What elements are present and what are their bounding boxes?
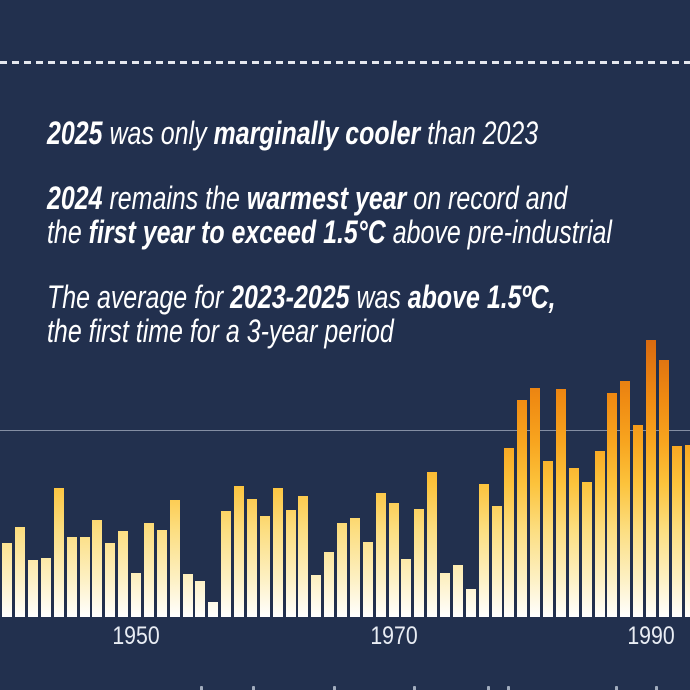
bar-1981 — [530, 388, 541, 617]
bar-1946 — [79, 537, 90, 617]
bar-1968 — [362, 542, 373, 617]
caption-glyph-tip — [252, 686, 255, 690]
bar-1963 — [298, 496, 309, 617]
bar-1957 — [221, 511, 232, 617]
bar-1993 — [684, 445, 690, 617]
bar-1944 — [53, 488, 64, 617]
bar-1941 — [15, 527, 26, 617]
bar-1954 — [182, 574, 193, 617]
bar-1960 — [259, 516, 270, 617]
bar-1965 — [324, 552, 335, 617]
bar-1971 — [401, 559, 412, 617]
bar-1972 — [414, 509, 425, 617]
temperature-bars — [2, 340, 690, 617]
bar-1984 — [568, 468, 579, 617]
bar-1940 — [2, 543, 13, 617]
bar-1956 — [208, 602, 219, 617]
caption-glyph-tip — [487, 686, 490, 690]
bar-1979 — [504, 448, 515, 617]
bar-1949 — [118, 531, 129, 617]
bar-1952 — [156, 530, 167, 617]
caption-glyph-tip — [413, 686, 416, 690]
bar-1958 — [234, 486, 244, 617]
bar-1980 — [517, 400, 528, 617]
bar-1973 — [427, 472, 438, 617]
bar-1976 — [465, 589, 476, 617]
bar-1974 — [440, 573, 450, 617]
threshold-dashed-line — [0, 61, 690, 64]
bar-1947 — [92, 520, 103, 617]
bar-1975 — [452, 565, 463, 617]
caption-glyph-tip — [507, 686, 510, 690]
bar-1955 — [195, 581, 206, 617]
x-tick-1990: 1990 — [627, 622, 675, 650]
bar-1969 — [375, 493, 386, 617]
bar-1986 — [594, 451, 605, 617]
bar-1967 — [349, 518, 360, 617]
bar-1987 — [607, 393, 618, 617]
x-tick-1970: 1970 — [369, 622, 418, 650]
bar-1951 — [143, 523, 154, 617]
bar-1948 — [105, 543, 116, 617]
bar-1983 — [555, 389, 566, 617]
caption-glyph-tip — [655, 686, 658, 690]
caption-glyph-tip — [333, 686, 336, 690]
bar-1953 — [169, 500, 180, 617]
bar-1942 — [28, 560, 38, 617]
bar-1950 — [131, 573, 141, 617]
bar-1959 — [246, 499, 257, 617]
bar-1988 — [620, 381, 631, 617]
bar-1966 — [337, 523, 347, 617]
chart-gridline — [0, 430, 690, 431]
bar-1982 — [543, 461, 553, 617]
bar-1945 — [66, 537, 77, 617]
caption-glyph-tip — [615, 686, 618, 690]
bar-1970 — [388, 503, 399, 617]
bar-1989 — [633, 425, 644, 617]
bar-1943 — [40, 558, 51, 617]
bar-1985 — [581, 482, 592, 617]
bar-1964 — [311, 575, 322, 617]
x-tick-1950: 1950 — [112, 622, 160, 650]
bar-1977 — [478, 484, 489, 617]
bar-1961 — [272, 488, 283, 617]
bar-1992 — [671, 446, 682, 617]
bar-1991 — [658, 360, 669, 617]
bar-1990 — [646, 340, 656, 617]
headline-text: 2025 was only marginally cooler than 202… — [47, 115, 612, 349]
bar-1978 — [491, 506, 502, 617]
caption-glyph-tip — [200, 686, 203, 690]
bar-1962 — [285, 510, 296, 617]
